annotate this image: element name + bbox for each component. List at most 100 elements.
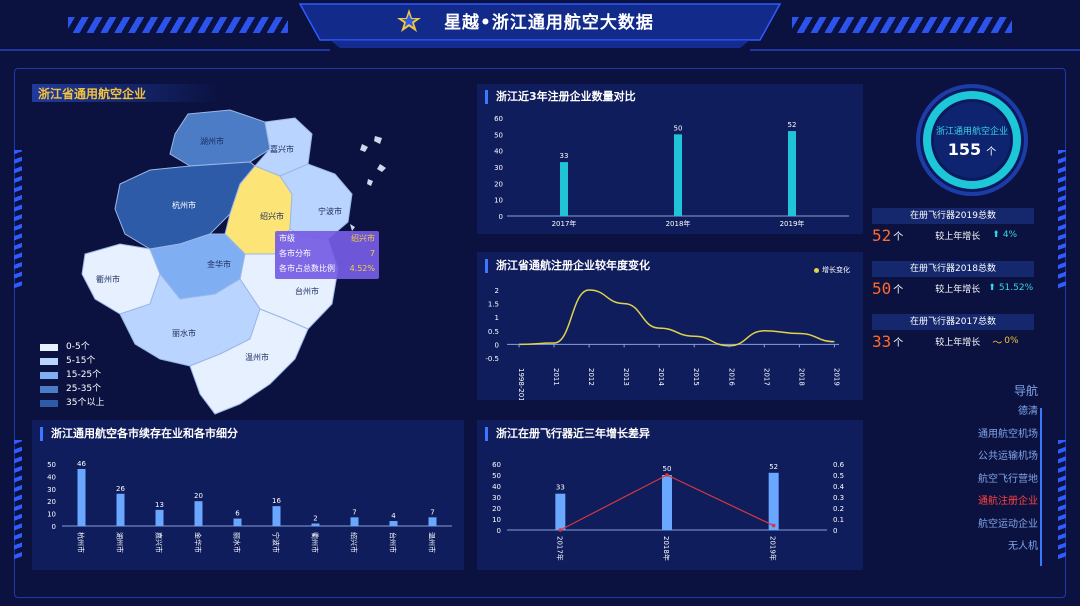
y2-tick-label: 0.5 [833,472,844,480]
frame-stripes-left [14,150,22,290]
x-tick-label: 2015 [692,368,700,386]
frame-stripes-left-lower [14,440,22,560]
y-tick-label: 50 [47,461,56,469]
y-tick-label: -0.5 [485,355,499,363]
y-tick-label: 40 [494,148,503,156]
x-tick-label: 2019年 [769,536,778,561]
page-title: 星越•浙江通用航空大数据 [444,13,654,33]
legend-label: 15-25个 [66,370,102,380]
stat-block-2017: 在册飞行器2017总数 33 个 较上年增长 〜 0% [872,314,1034,352]
x-tick-label: 2012 [587,368,595,386]
legend-item[interactable]: 35个以上 [40,396,104,410]
star-logo-icon [397,9,421,32]
nav-item-flight-camp[interactable]: 航空飞行营地 [978,473,1038,485]
y-tick-label: 40 [492,483,501,491]
legend-item[interactable]: 0-5个 [40,340,104,354]
map-islands [350,136,386,231]
panel-city-breakdown: 浙江通用航空各市续存在业和各市细分 0 10 20 30 40 50 46 杭州市 26 湖州市 1… [32,420,464,570]
main-frame [14,68,1066,598]
bar-value-label: 46 [77,460,86,468]
bar [768,472,779,530]
nav-list: 德清 通用航空机场 公共运输机场 航空飞行营地 通航注册企业 航空运动企业 无人… [940,401,1038,559]
bar-value-label: 20 [194,492,203,500]
stat-head: 在册飞行器2017总数 [872,314,1034,330]
stat-pct: 4% [1002,230,1018,240]
arrow-up-icon: ⬆ [988,283,996,293]
legend-item[interactable]: 5-15个 [40,354,104,368]
y-tick-label: 0 [497,527,501,535]
panel-title: 浙江在册飞行器近三年增长差异 [485,427,650,441]
chart-registered-3yr: 0 10 20 30 40 50 60 33 2017年 50 2018年 52 2019年 [494,115,849,228]
y-tick-label: 10 [492,516,501,524]
x-tick-label: 2018年 [662,536,671,561]
legend-item[interactable]: 25-35个 [40,382,104,396]
x-tick-label: 宁波市 [272,532,281,553]
bar-value-label: 16 [272,497,281,505]
ring-value-wrap: 155 个 [914,140,1030,159]
line-point [771,523,776,528]
tooltip-value: 7 [369,249,375,258]
nav-item-drones[interactable]: 无人机 [1008,541,1038,552]
bar-value-label: 52 [788,121,797,129]
y-tick-label: 30 [492,494,501,502]
panel-aircraft-growth: 浙江在册飞行器近三年增长差异 0 10 20 30 40 50 60 0 0.1 0.2 0.3 0.… [477,420,863,570]
ring-value: 155 [947,140,982,159]
legend-label: 35个以上 [66,398,105,408]
nav-item-deqing[interactable]: 德清 [1018,406,1038,417]
svg-text:湖州市: 湖州市 [200,136,224,146]
x-tick-label: 2014 [657,368,665,386]
y-tick-label: 1.5 [488,301,499,309]
x-tick-label: 温州市 [428,532,437,553]
bar-value-label: 2 [313,515,317,523]
bar [233,518,242,526]
tooltip-value: 4.52% [349,264,375,273]
arrow-up-icon: ⬆ [992,230,1000,240]
nav-item-public-airport[interactable]: 公共运输机场 [978,451,1038,462]
tooltip-label: 各市占总数比例 [279,264,335,273]
total-ring [916,84,1028,196]
y2-tick-label: 0.4 [833,483,845,491]
legend-item[interactable]: 15-25个 [40,368,104,382]
stat-unit: 个 [893,337,904,349]
stat-head: 在册飞行器2019总数 [872,208,1034,224]
tooltip-label: 各市分布 [279,249,311,258]
bar [311,523,320,526]
y2-tick-label: 0.1 [833,516,844,524]
nav-item-registered-companies[interactable]: 通航注册企业 [978,496,1038,507]
bar [428,517,437,526]
bar-value-label: 6 [235,510,240,518]
bar-value-label: 50 [663,465,672,473]
stat-block-2018: 在册飞行器2018总数 50 个 较上年增长 ⬆ 51.52% [872,261,1034,299]
bar-value-label: 26 [116,485,125,493]
chart-aircraft-growth: 0 10 20 30 40 50 60 0 0.1 0.2 0.3 0.4 0.5 0.6 33 2017年 5… [492,461,845,561]
x-tick-label: 2017年 [555,536,564,561]
y-tick-label: 10 [47,511,56,519]
x-tick-label: 杭州市 [77,532,86,553]
x-tick-label: 2019年 [780,219,805,228]
nav-title: 导航 [1013,384,1038,398]
stat-value: 33 [872,331,892,351]
legend-swatch [40,371,58,379]
nav-indicator-bar [1040,408,1042,566]
stat-unit: 个 [893,284,904,296]
y-tick-label: 10 [494,197,503,205]
bar [194,501,203,526]
legend-swatch [40,399,58,407]
stat-block-2019: 在册飞行器2019总数 52 个 较上年增长 ⬆ 4% [872,208,1034,246]
chart-city-breakdown: 0 10 20 30 40 50 46 杭州市 26 湖州市 13 嘉兴市 20 金华市 6 丽水市 16 宁波市… [47,460,452,553]
y-tick-label: 50 [492,472,501,480]
x-tick-label: 湖州市 [116,532,125,553]
header-stripes-right [792,17,1012,33]
map-legend: 0-5个 5-15个 15-25个 25-35个 35个以上 [40,340,104,410]
line-point [665,473,669,477]
bar-value-label: 33 [556,484,565,492]
x-tick-label: 2011 [552,368,560,386]
legend-label: 25-35个 [66,384,102,394]
y2-tick-label: 0.6 [833,461,845,469]
panel-title: 浙江近3年注册企业数量对比 [485,90,636,104]
nav-item-general-airport[interactable]: 通用航空机场 [978,428,1038,440]
stat-label: 较上年增长 [935,337,981,348]
nav-item-sport-companies[interactable]: 航空运动企业 [978,518,1038,530]
bar [116,493,125,526]
y-tick-label: 30 [494,164,503,172]
